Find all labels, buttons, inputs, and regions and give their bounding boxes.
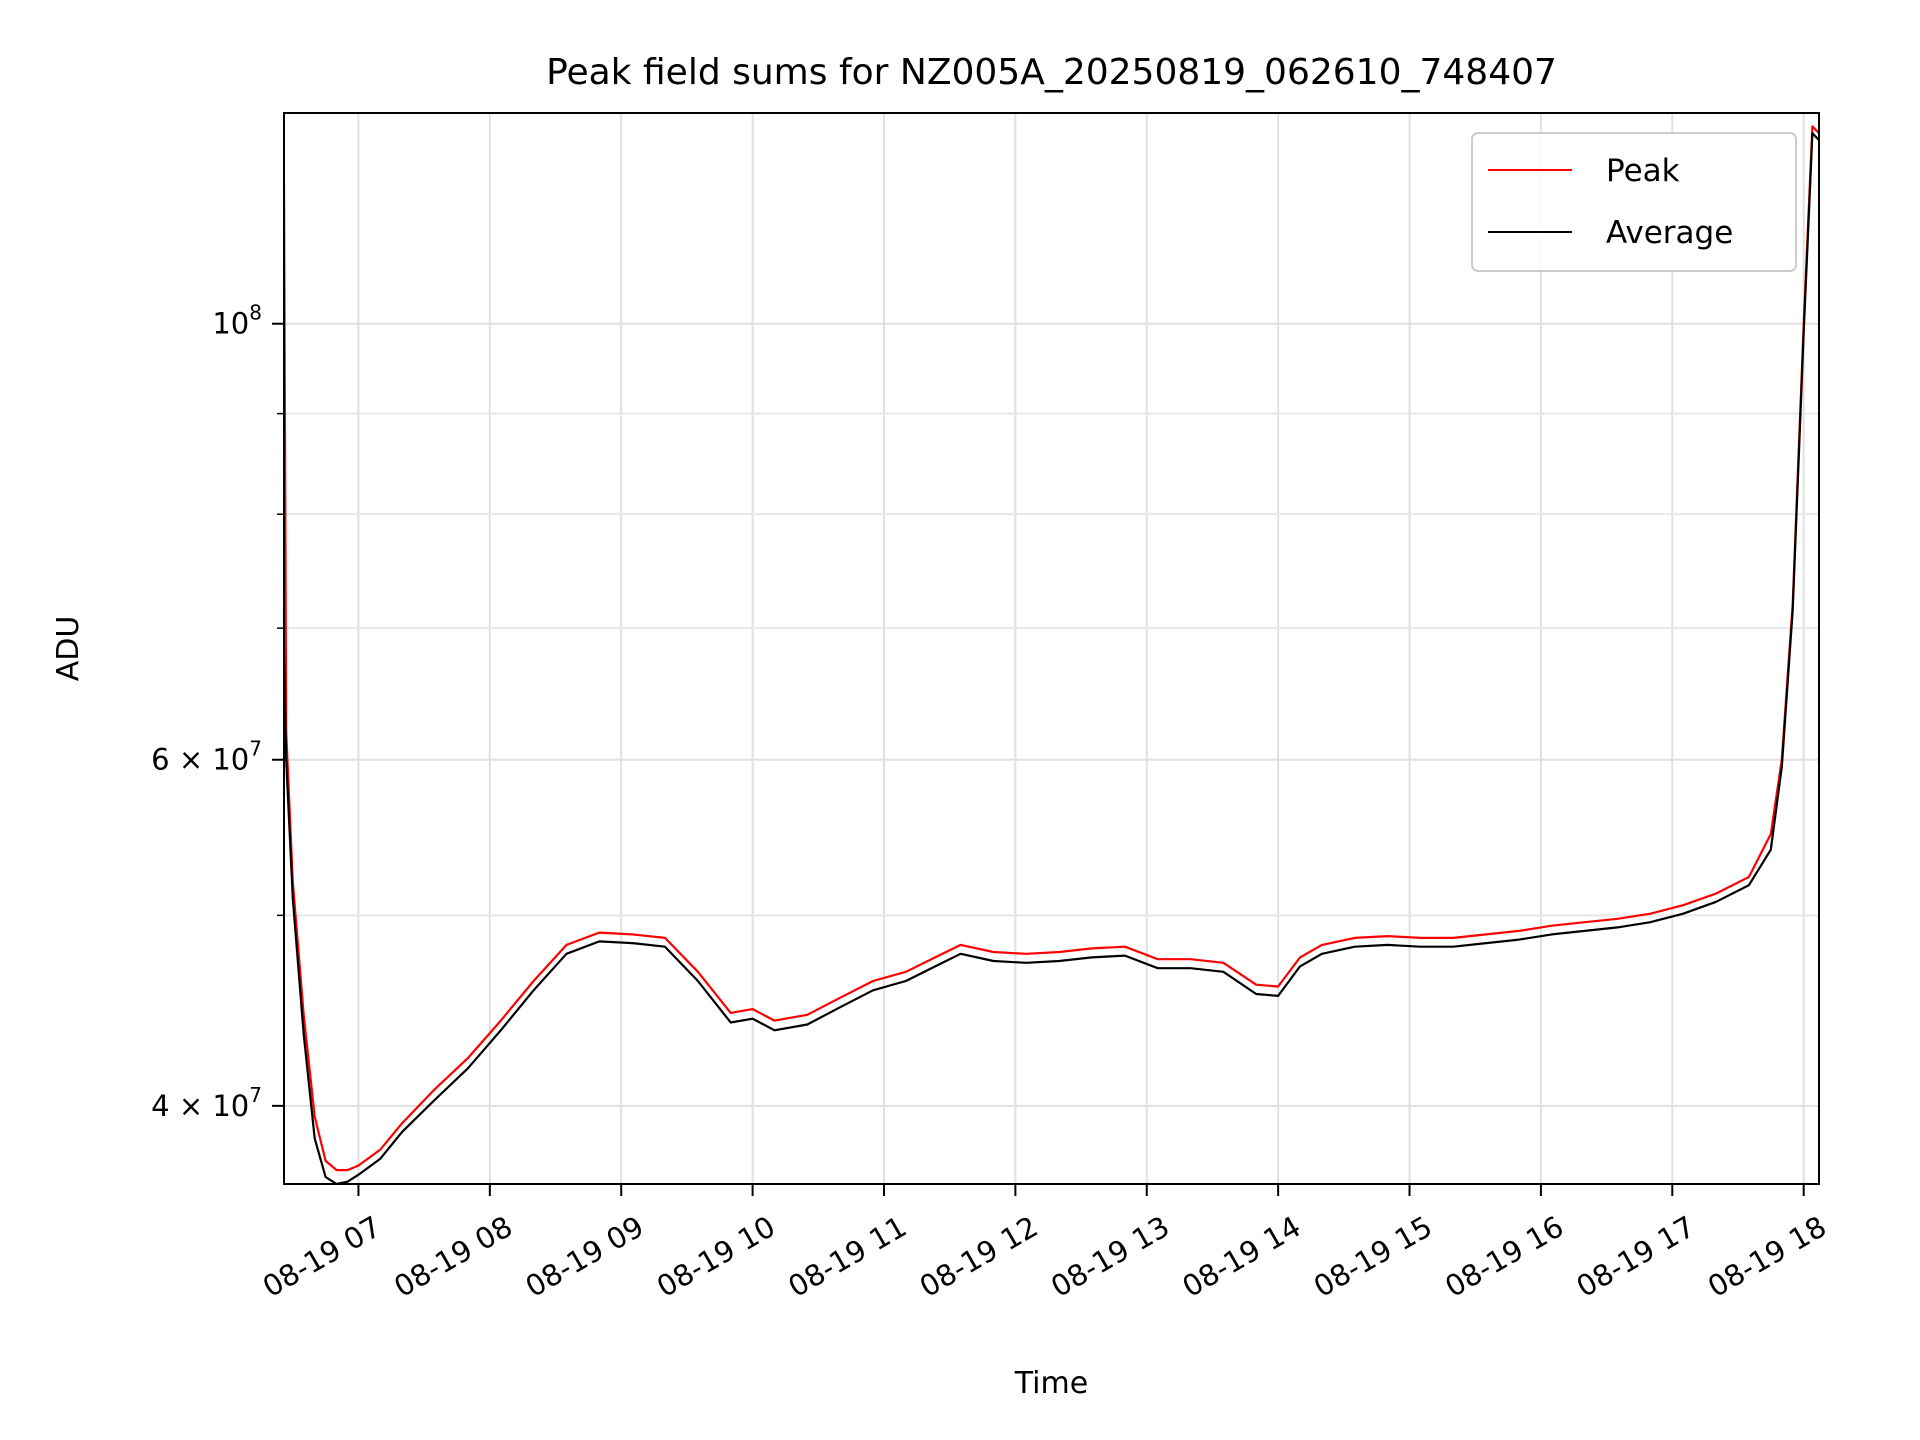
series-line-average bbox=[284, 132, 1819, 1184]
y-tick-exponent: 7 bbox=[249, 1083, 262, 1107]
legend: Peak Average bbox=[1471, 132, 1797, 272]
chart-title: Peak field sums for NZ005A_20250819_0626… bbox=[546, 52, 1557, 93]
y-tick-base: 10 bbox=[212, 743, 249, 777]
y-tick-mantissa: 4 × bbox=[151, 1089, 212, 1123]
y-tick-mantissa: 6 × bbox=[151, 743, 212, 777]
y-tick-base: 10 bbox=[212, 1089, 249, 1123]
y-tick-exponent: 7 bbox=[249, 737, 262, 761]
plot-frame bbox=[283, 112, 1820, 1185]
x-axis-label: Time bbox=[1014, 1366, 1088, 1401]
y-tick-exponent: 8 bbox=[249, 301, 262, 325]
y-tick-label: 108 bbox=[212, 301, 262, 341]
y-tick-label: 4 × 107 bbox=[151, 1083, 262, 1123]
legend-label-peak: Peak bbox=[1606, 153, 1680, 189]
y-tick-label: 6 × 107 bbox=[151, 737, 262, 777]
legend-box bbox=[1471, 132, 1797, 272]
legend-label-average: Average bbox=[1606, 215, 1733, 251]
y-axis-label: ADU bbox=[51, 616, 86, 682]
series-line-peak bbox=[284, 125, 1819, 1172]
grid bbox=[284, 113, 1819, 1184]
y-tick-base: 10 bbox=[212, 307, 249, 341]
plot-series bbox=[284, 125, 1819, 1184]
